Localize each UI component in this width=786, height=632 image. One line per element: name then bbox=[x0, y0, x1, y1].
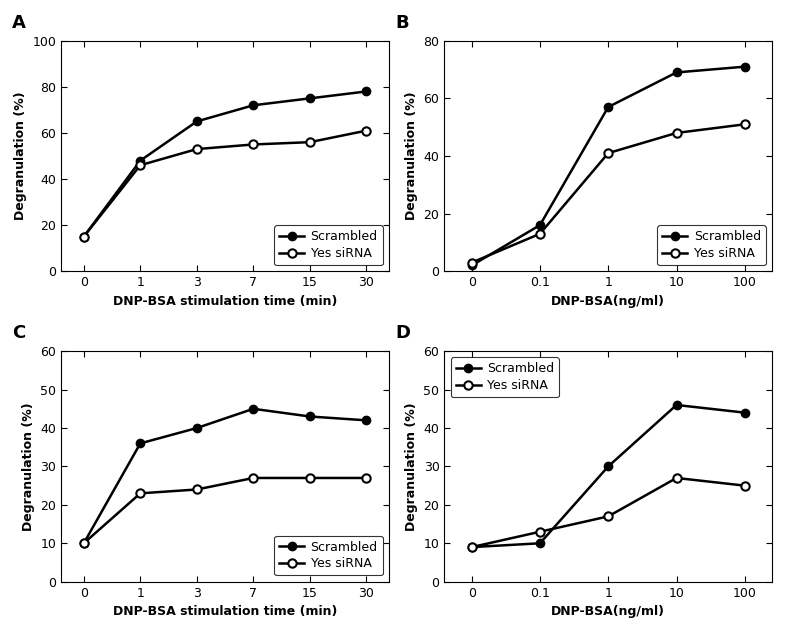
Yes siRNA bbox=[192, 486, 201, 494]
Legend: Scrambled, Yes siRNA: Scrambled, Yes siRNA bbox=[450, 358, 559, 397]
Line: Scrambled: Scrambled bbox=[79, 404, 370, 547]
Scrambled bbox=[740, 409, 750, 416]
Yes siRNA bbox=[79, 233, 89, 240]
Yes siRNA bbox=[135, 161, 145, 169]
Line: Scrambled: Scrambled bbox=[79, 87, 370, 241]
Scrambled bbox=[604, 103, 613, 111]
Yes siRNA bbox=[672, 474, 681, 482]
Yes siRNA bbox=[305, 138, 314, 146]
Scrambled bbox=[535, 540, 545, 547]
Yes siRNA bbox=[192, 145, 201, 153]
Yes siRNA bbox=[740, 482, 750, 489]
Yes siRNA bbox=[79, 540, 89, 547]
Yes siRNA bbox=[248, 474, 258, 482]
Yes siRNA bbox=[135, 490, 145, 497]
Scrambled bbox=[192, 118, 201, 125]
Legend: Scrambled, Yes siRNA: Scrambled, Yes siRNA bbox=[657, 225, 766, 265]
Scrambled bbox=[248, 405, 258, 413]
Yes siRNA bbox=[740, 121, 750, 128]
Yes siRNA bbox=[535, 230, 545, 238]
Line: Scrambled: Scrambled bbox=[468, 401, 749, 551]
Y-axis label: Degranulation (%): Degranulation (%) bbox=[14, 92, 27, 221]
Scrambled bbox=[305, 95, 314, 102]
Line: Yes siRNA: Yes siRNA bbox=[79, 126, 370, 241]
Scrambled bbox=[362, 88, 371, 95]
X-axis label: DNP-BSA(ng/ml): DNP-BSA(ng/ml) bbox=[551, 605, 665, 618]
Line: Yes siRNA: Yes siRNA bbox=[468, 474, 749, 551]
Line: Scrambled: Scrambled bbox=[468, 63, 749, 270]
Scrambled bbox=[535, 221, 545, 229]
Y-axis label: Degranulation (%): Degranulation (%) bbox=[405, 92, 418, 221]
Scrambled bbox=[79, 540, 89, 547]
Yes siRNA bbox=[248, 141, 258, 149]
Yes siRNA bbox=[467, 259, 476, 267]
Scrambled bbox=[362, 416, 371, 424]
Text: D: D bbox=[395, 324, 410, 342]
Scrambled bbox=[467, 544, 476, 551]
Scrambled bbox=[305, 413, 314, 420]
Scrambled bbox=[672, 401, 681, 409]
Yes siRNA bbox=[305, 474, 314, 482]
Scrambled bbox=[604, 463, 613, 470]
Line: Yes siRNA: Yes siRNA bbox=[79, 474, 370, 547]
Yes siRNA bbox=[604, 149, 613, 157]
Yes siRNA bbox=[672, 129, 681, 137]
Legend: Scrambled, Yes siRNA: Scrambled, Yes siRNA bbox=[274, 225, 383, 265]
Scrambled bbox=[135, 440, 145, 447]
Yes siRNA bbox=[362, 127, 371, 135]
Scrambled bbox=[740, 63, 750, 70]
X-axis label: DNP-BSA(ng/ml): DNP-BSA(ng/ml) bbox=[551, 295, 665, 308]
Text: C: C bbox=[12, 324, 25, 342]
Scrambled bbox=[192, 424, 201, 432]
Scrambled bbox=[135, 157, 145, 164]
Y-axis label: Degranulation (%): Degranulation (%) bbox=[405, 402, 418, 531]
Yes siRNA bbox=[535, 528, 545, 535]
Yes siRNA bbox=[604, 513, 613, 520]
Text: B: B bbox=[395, 13, 409, 32]
X-axis label: DNP-BSA stimulation time (min): DNP-BSA stimulation time (min) bbox=[113, 295, 337, 308]
Scrambled bbox=[467, 262, 476, 269]
Scrambled bbox=[79, 233, 89, 240]
Text: A: A bbox=[12, 13, 26, 32]
Yes siRNA bbox=[467, 544, 476, 551]
X-axis label: DNP-BSA stimulation time (min): DNP-BSA stimulation time (min) bbox=[113, 605, 337, 618]
Scrambled bbox=[248, 102, 258, 109]
Line: Yes siRNA: Yes siRNA bbox=[468, 120, 749, 267]
Scrambled bbox=[672, 69, 681, 76]
Y-axis label: Degranulation (%): Degranulation (%) bbox=[22, 402, 35, 531]
Legend: Scrambled, Yes siRNA: Scrambled, Yes siRNA bbox=[274, 536, 383, 576]
Yes siRNA bbox=[362, 474, 371, 482]
